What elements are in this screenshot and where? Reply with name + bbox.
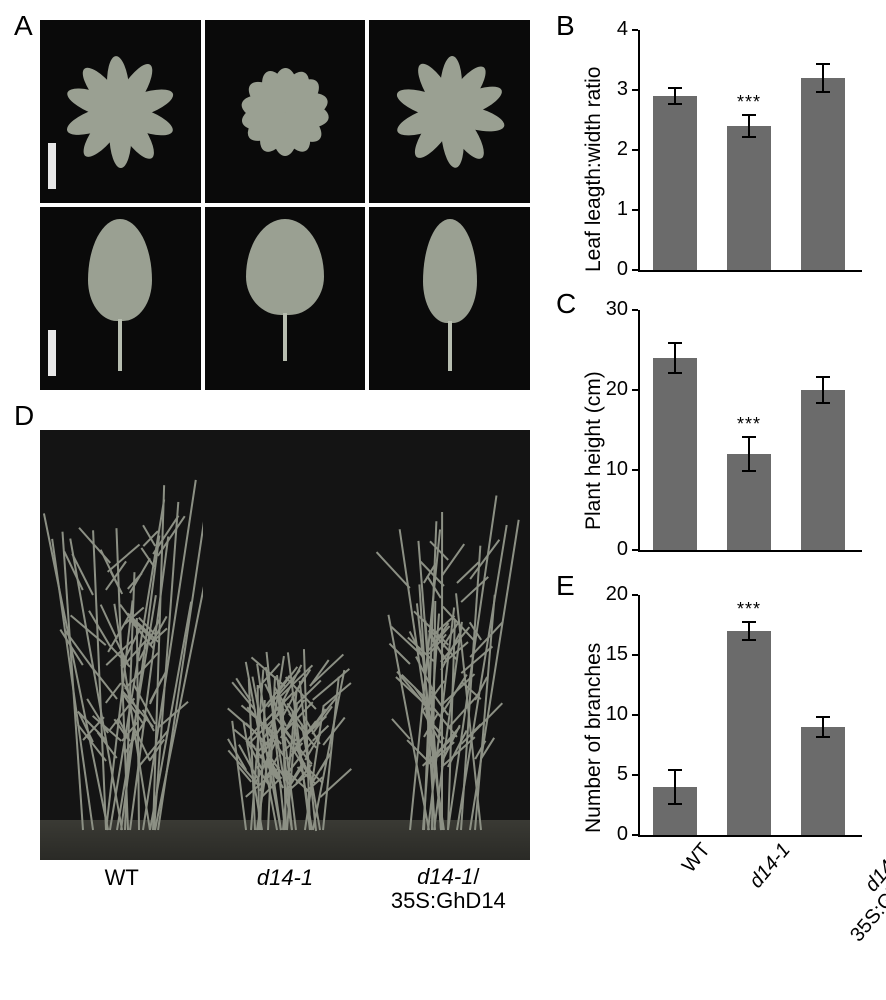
panel-label-A: A — [14, 10, 33, 42]
panel-A-grid — [40, 20, 530, 390]
rosette-icon — [385, 47, 515, 177]
error-bar — [748, 114, 750, 138]
chart-C: Plant height (cm) 0102030*** — [570, 300, 870, 560]
leaf-icon — [415, 219, 485, 379]
error-bar — [674, 769, 676, 805]
ytick-label: 10 — [598, 703, 628, 726]
chart-E: Number of branches WT d14-1 d14-1/35S:Gh… — [570, 585, 870, 845]
photo-leaf-d14 — [205, 207, 366, 390]
ytick-label: 5 — [598, 763, 628, 786]
ytick-label: 0 — [598, 258, 628, 281]
ytick-label: 30 — [598, 298, 628, 321]
bar — [801, 390, 845, 550]
error-bar — [748, 621, 750, 640]
plant-icon — [47, 450, 197, 830]
photo-plant-comp — [367, 430, 530, 860]
photo-rosette-comp — [369, 20, 530, 203]
photo-plant-wt — [40, 430, 203, 860]
scale-bar — [48, 330, 56, 376]
leaf-icon — [85, 219, 155, 379]
xlabel-d14: d14-1 — [203, 865, 366, 913]
panel-D-grid — [40, 430, 530, 860]
photo-plant-d14 — [203, 430, 366, 860]
significance-marker: *** — [737, 414, 761, 435]
bar — [653, 358, 697, 550]
photo-rosette-wt — [40, 20, 201, 203]
error-bar — [822, 716, 824, 738]
ytick-label: 0 — [598, 538, 628, 561]
leaf-icon — [250, 219, 320, 379]
chart-E-ylabel: Number of branches — [582, 643, 606, 833]
plant-icon — [210, 630, 360, 830]
photo-rosette-d14 — [205, 20, 366, 203]
ytick-label: 20 — [598, 378, 628, 401]
ytick-label: 20 — [598, 583, 628, 606]
plant-icon — [373, 480, 523, 830]
bar — [801, 78, 845, 270]
photo-leaf-comp — [369, 207, 530, 390]
rosette-icon — [220, 47, 350, 177]
ytick-label: 3 — [598, 78, 628, 101]
rosette-icon — [55, 47, 185, 177]
ytick-label: 15 — [598, 643, 628, 666]
xlabel-wt: WT — [659, 839, 715, 900]
ytick-label: 2 — [598, 138, 628, 161]
xlabel-wt: WT — [40, 865, 203, 913]
bar — [801, 727, 845, 835]
error-bar — [674, 87, 676, 105]
bar — [727, 631, 771, 835]
panel-D-xlabels: WT d14-1 d14-1/ 35S:GhD14 — [40, 865, 530, 913]
bar — [727, 126, 771, 270]
ytick-label: 1 — [598, 198, 628, 221]
significance-marker: *** — [737, 599, 761, 620]
ytick-label: 4 — [598, 18, 628, 41]
significance-marker: *** — [737, 92, 761, 113]
bar — [653, 96, 697, 270]
error-bar — [748, 436, 750, 471]
chart-B: Leaf leagth:width ratio 01234*** — [570, 20, 870, 280]
panel-label-D: D — [14, 400, 34, 432]
figure: A B C D E — [10, 10, 876, 990]
error-bar — [674, 342, 676, 374]
xlabel-comp: d14-1/35S:GhD14 — [795, 839, 886, 989]
error-bar — [822, 63, 824, 93]
photo-leaf-wt — [40, 207, 201, 390]
ytick-label: 0 — [598, 823, 628, 846]
ytick-label: 10 — [598, 458, 628, 481]
xlabel-d14: d14-1 — [727, 839, 796, 915]
error-bar — [822, 376, 824, 403]
xlabel-comp: d14-1/ 35S:GhD14 — [367, 865, 530, 913]
